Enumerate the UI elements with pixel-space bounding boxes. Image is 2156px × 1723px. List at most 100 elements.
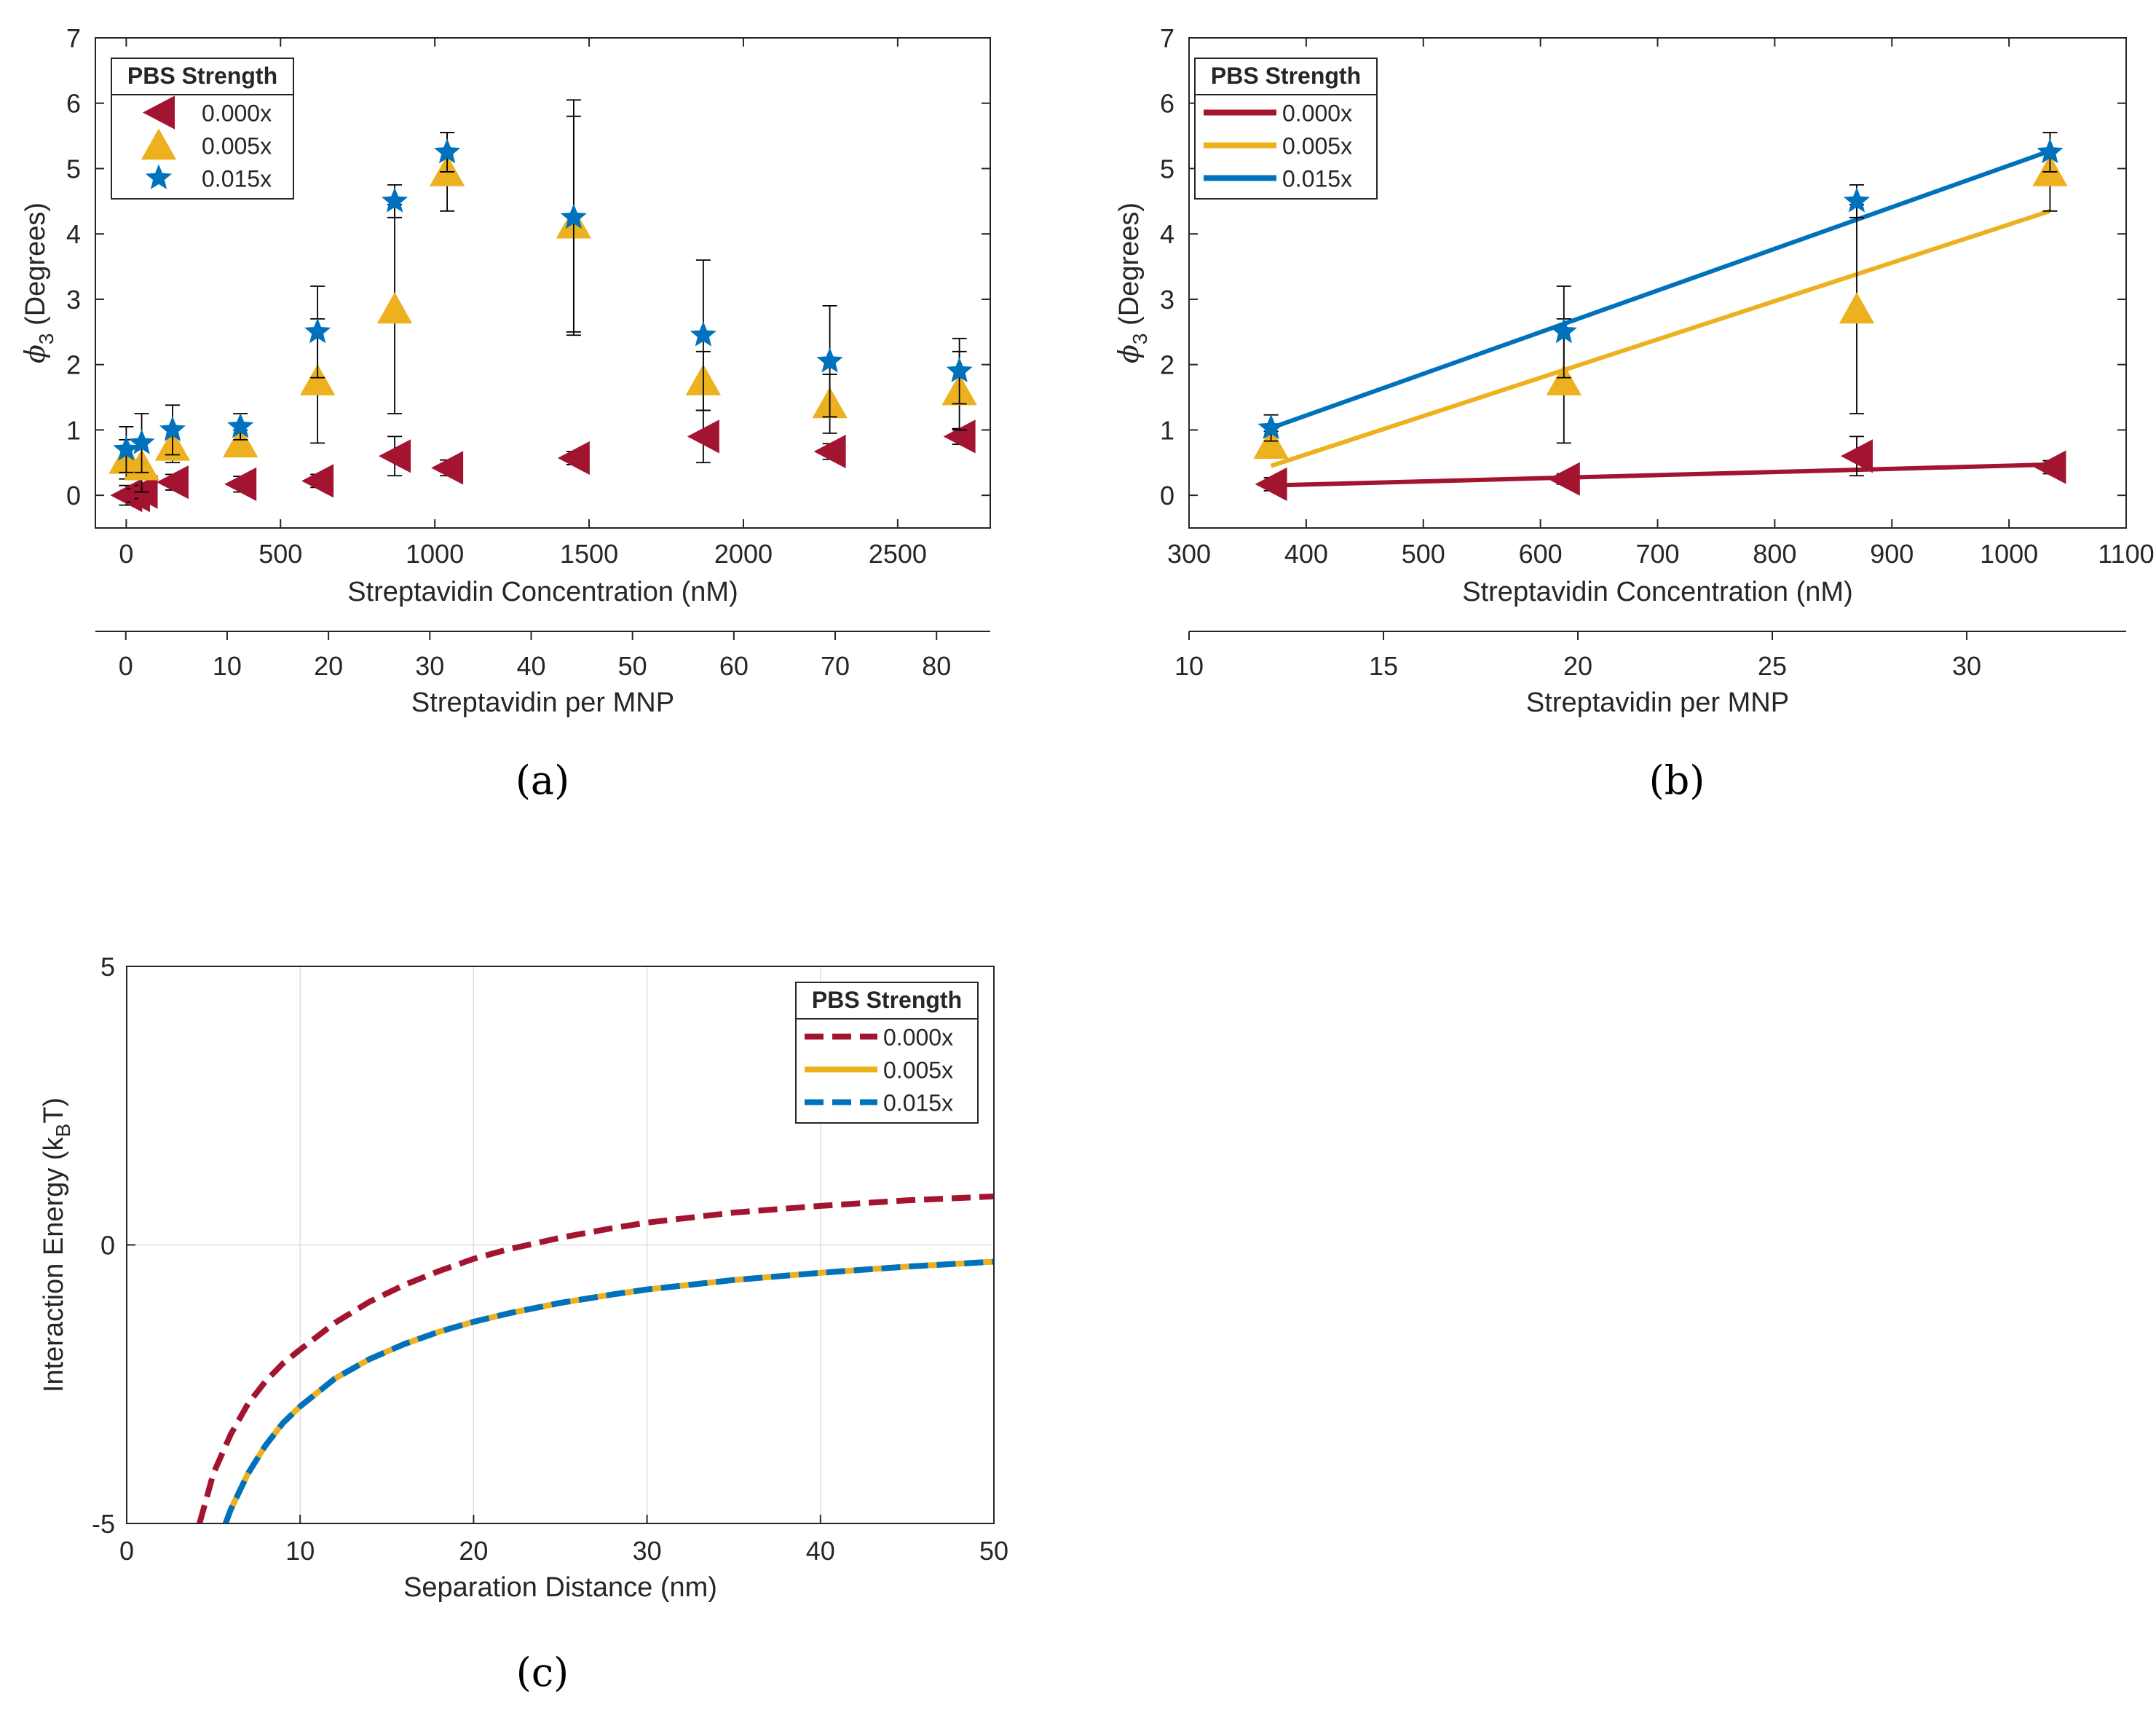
x-tick-label: 500 xyxy=(258,539,302,569)
y-tick-label: 5 xyxy=(66,154,81,184)
series-line-0.005x xyxy=(223,1258,994,1523)
data-point xyxy=(379,439,411,473)
data-point xyxy=(943,419,976,454)
y-tick-label: 7 xyxy=(66,23,81,53)
x-tick-label: 1100 xyxy=(2098,539,2154,569)
x-axis-label: Separation Distance (nm) xyxy=(403,1572,717,1603)
x2-tick-label: 10 xyxy=(213,651,242,681)
data-point xyxy=(946,357,973,383)
panel-label: (c) xyxy=(516,1649,569,1695)
y-tick-label: 3 xyxy=(66,285,81,315)
x-tick-label: 50 xyxy=(979,1536,1008,1566)
series-line-0.015x xyxy=(223,1258,994,1523)
fit-line-0.015x xyxy=(1270,149,2051,430)
data-point xyxy=(159,416,186,441)
data-point xyxy=(222,426,258,458)
y-tick-label: 3 xyxy=(1160,285,1174,315)
y-axis-label: ϕ3 (Degrees) xyxy=(1113,202,1151,363)
data-point xyxy=(560,203,587,229)
data-point xyxy=(128,429,155,454)
x-tick-label: 1000 xyxy=(406,539,464,569)
legend-label-2: 0.015x xyxy=(202,166,272,192)
y-tick-label: 1 xyxy=(66,415,81,445)
legend-box xyxy=(111,58,294,200)
data-point xyxy=(224,467,257,501)
x-tick-label: 1000 xyxy=(1980,539,2038,569)
x-tick-label: 30 xyxy=(633,1536,662,1566)
data-point xyxy=(1547,462,1580,496)
x2-tick-label: 70 xyxy=(821,651,850,681)
panel-label: (a) xyxy=(516,757,569,803)
x-tick-label: 900 xyxy=(1870,539,1914,569)
y-tick-label: 6 xyxy=(1160,89,1174,119)
x2-axis-label: Streptavidin per MNP xyxy=(1526,687,1789,718)
axes-frame xyxy=(95,37,991,529)
data-point xyxy=(376,292,413,324)
x2-axis-label: Streptavidin per MNP xyxy=(411,687,674,718)
data-point xyxy=(1257,414,1284,440)
data-point xyxy=(304,318,331,344)
legend-marker-0 xyxy=(143,95,175,130)
x2-tick-label: 10 xyxy=(1174,651,1204,681)
legend-label-1: 0.005x xyxy=(202,133,272,159)
y-axis-label: ϕ3 (Degrees) xyxy=(19,202,58,363)
x-tick-label: 800 xyxy=(1753,539,1796,569)
fit-line-0.000x xyxy=(1271,462,2050,488)
legend-marker-2 xyxy=(145,164,173,189)
data-point xyxy=(2034,450,2066,484)
x2-tick-label: 25 xyxy=(1758,651,1787,681)
data-point xyxy=(2037,138,2064,164)
x2-tick-label: 60 xyxy=(719,651,749,681)
legend-title: PBS Strength xyxy=(127,63,277,89)
data-point xyxy=(299,364,336,395)
x2-tick-label: 30 xyxy=(1952,651,1981,681)
x2-tick-label: 50 xyxy=(618,651,647,681)
data-point xyxy=(813,434,846,469)
legend-label-2: 0.015x xyxy=(883,1090,953,1116)
data-point xyxy=(431,451,464,485)
data-point xyxy=(113,435,140,461)
legend-label-0: 0.000x xyxy=(883,1025,953,1051)
x-axis-label: Streptavidin Concentration (nM) xyxy=(347,577,738,607)
y-tick-label: 2 xyxy=(1160,350,1174,380)
legend-label-1: 0.005x xyxy=(1282,133,1352,159)
y-tick-label: 4 xyxy=(1160,219,1174,249)
y-tick-label: 0 xyxy=(1160,481,1174,510)
y-axis-label: Interaction Energy (kBT) xyxy=(39,1097,74,1392)
data-point xyxy=(687,419,719,454)
y-tick-label: 7 xyxy=(1160,23,1174,53)
x-tick-label: 2500 xyxy=(869,539,927,569)
x-tick-label: 1500 xyxy=(560,539,618,569)
fit-line-0.005x xyxy=(1270,208,2051,468)
data-point xyxy=(1550,318,1577,344)
legend-marker-1 xyxy=(141,128,177,160)
x-tick-label: 600 xyxy=(1519,539,1563,569)
x-axis-label: Streptavidin Concentration (nM) xyxy=(1462,577,1852,607)
data-point xyxy=(1840,439,1873,473)
legend-title: PBS Strength xyxy=(812,987,962,1013)
y-tick-label: 0 xyxy=(100,1231,115,1261)
x-tick-label: 500 xyxy=(1402,539,1445,569)
data-point xyxy=(557,441,590,476)
x2-tick-label: 0 xyxy=(119,651,133,681)
data-point xyxy=(434,138,461,164)
y-tick-label: 2 xyxy=(66,350,81,380)
x2-tick-label: 40 xyxy=(516,651,545,681)
legend-title: PBS Strength xyxy=(1211,63,1361,89)
x2-tick-label: 80 xyxy=(922,651,951,681)
series-line-0.000x xyxy=(197,1193,994,1523)
legend-label-2: 0.015x xyxy=(1282,166,1352,192)
data-point xyxy=(1253,427,1289,459)
data-point xyxy=(1255,467,1287,501)
data-point xyxy=(1546,364,1582,395)
data-point xyxy=(381,187,408,213)
y-tick-label: 1 xyxy=(1160,415,1174,445)
x2-tick-label: 20 xyxy=(1563,651,1592,681)
data-point xyxy=(227,412,254,438)
y-tick-label: 0 xyxy=(66,481,81,510)
x-tick-label: 2000 xyxy=(714,539,773,569)
x-tick-label: 300 xyxy=(1167,539,1211,569)
legend-label-1: 0.005x xyxy=(883,1057,953,1084)
